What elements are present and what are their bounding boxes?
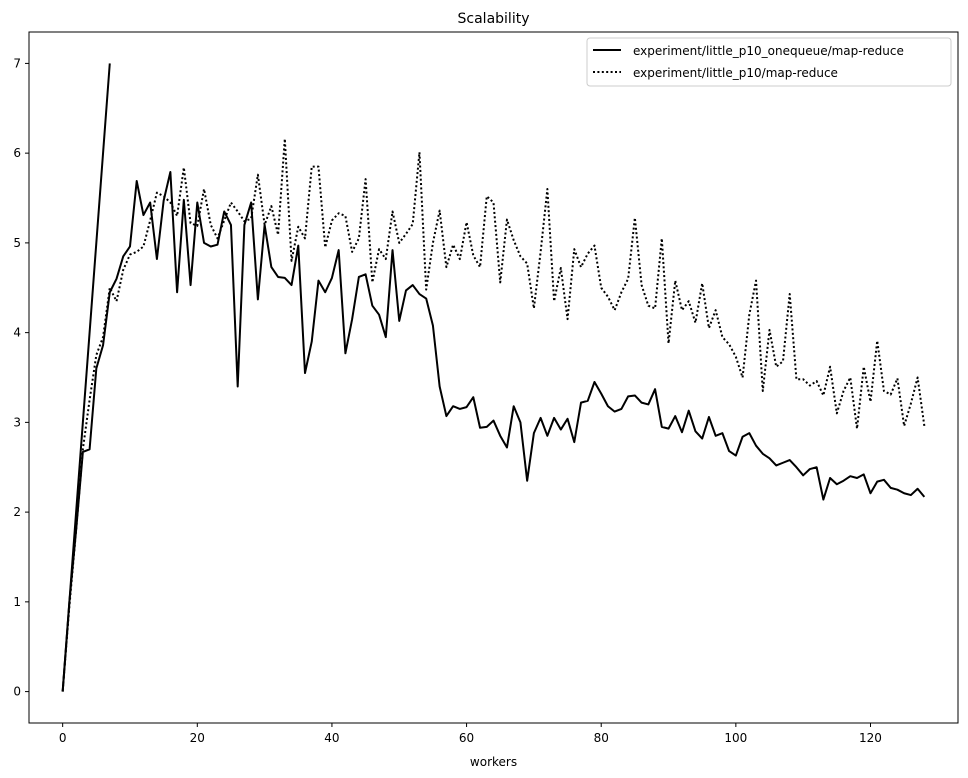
x-tick-label: 120 bbox=[859, 731, 882, 745]
y-tick-label: 5 bbox=[13, 236, 21, 250]
y-tick-label: 3 bbox=[13, 415, 21, 429]
y-tick-label: 4 bbox=[13, 326, 21, 340]
series-line-1-segment-0 bbox=[61, 137, 926, 692]
legend-entry-p10: experiment/little_p10/map-reduce bbox=[633, 66, 838, 80]
x-tick-label: 0 bbox=[59, 731, 67, 745]
legend: experiment/little_p10_onequeue/map-reduc… bbox=[586, 37, 952, 87]
y-axis: 0 1 2 3 4 5 6 7 bbox=[13, 56, 29, 699]
y-tick-label: 7 bbox=[13, 56, 21, 70]
legend-entry-onequeue: experiment/little_p10_onequeue/map-reduc… bbox=[633, 44, 904, 58]
x-axis-label: workers bbox=[470, 755, 517, 769]
y-tick-label: 2 bbox=[13, 505, 21, 519]
x-tick-label: 20 bbox=[190, 731, 205, 745]
x-tick-label: 100 bbox=[724, 731, 747, 745]
x-tick-label: 80 bbox=[594, 731, 609, 745]
x-tick-label: 40 bbox=[324, 731, 339, 745]
x-axis: 0 20 40 60 80 100 120 bbox=[59, 723, 882, 745]
y-tick-label: 6 bbox=[13, 146, 21, 160]
series-layer bbox=[61, 63, 926, 692]
y-tick-label: 0 bbox=[13, 685, 21, 699]
y-tick-label: 1 bbox=[13, 595, 21, 609]
plot-frame bbox=[28, 31, 959, 724]
chart-title: Scalability bbox=[458, 11, 530, 27]
x-tick-label: 60 bbox=[459, 731, 474, 745]
legend-box bbox=[586, 37, 952, 87]
series-line-0-segment-1 bbox=[61, 170, 926, 692]
